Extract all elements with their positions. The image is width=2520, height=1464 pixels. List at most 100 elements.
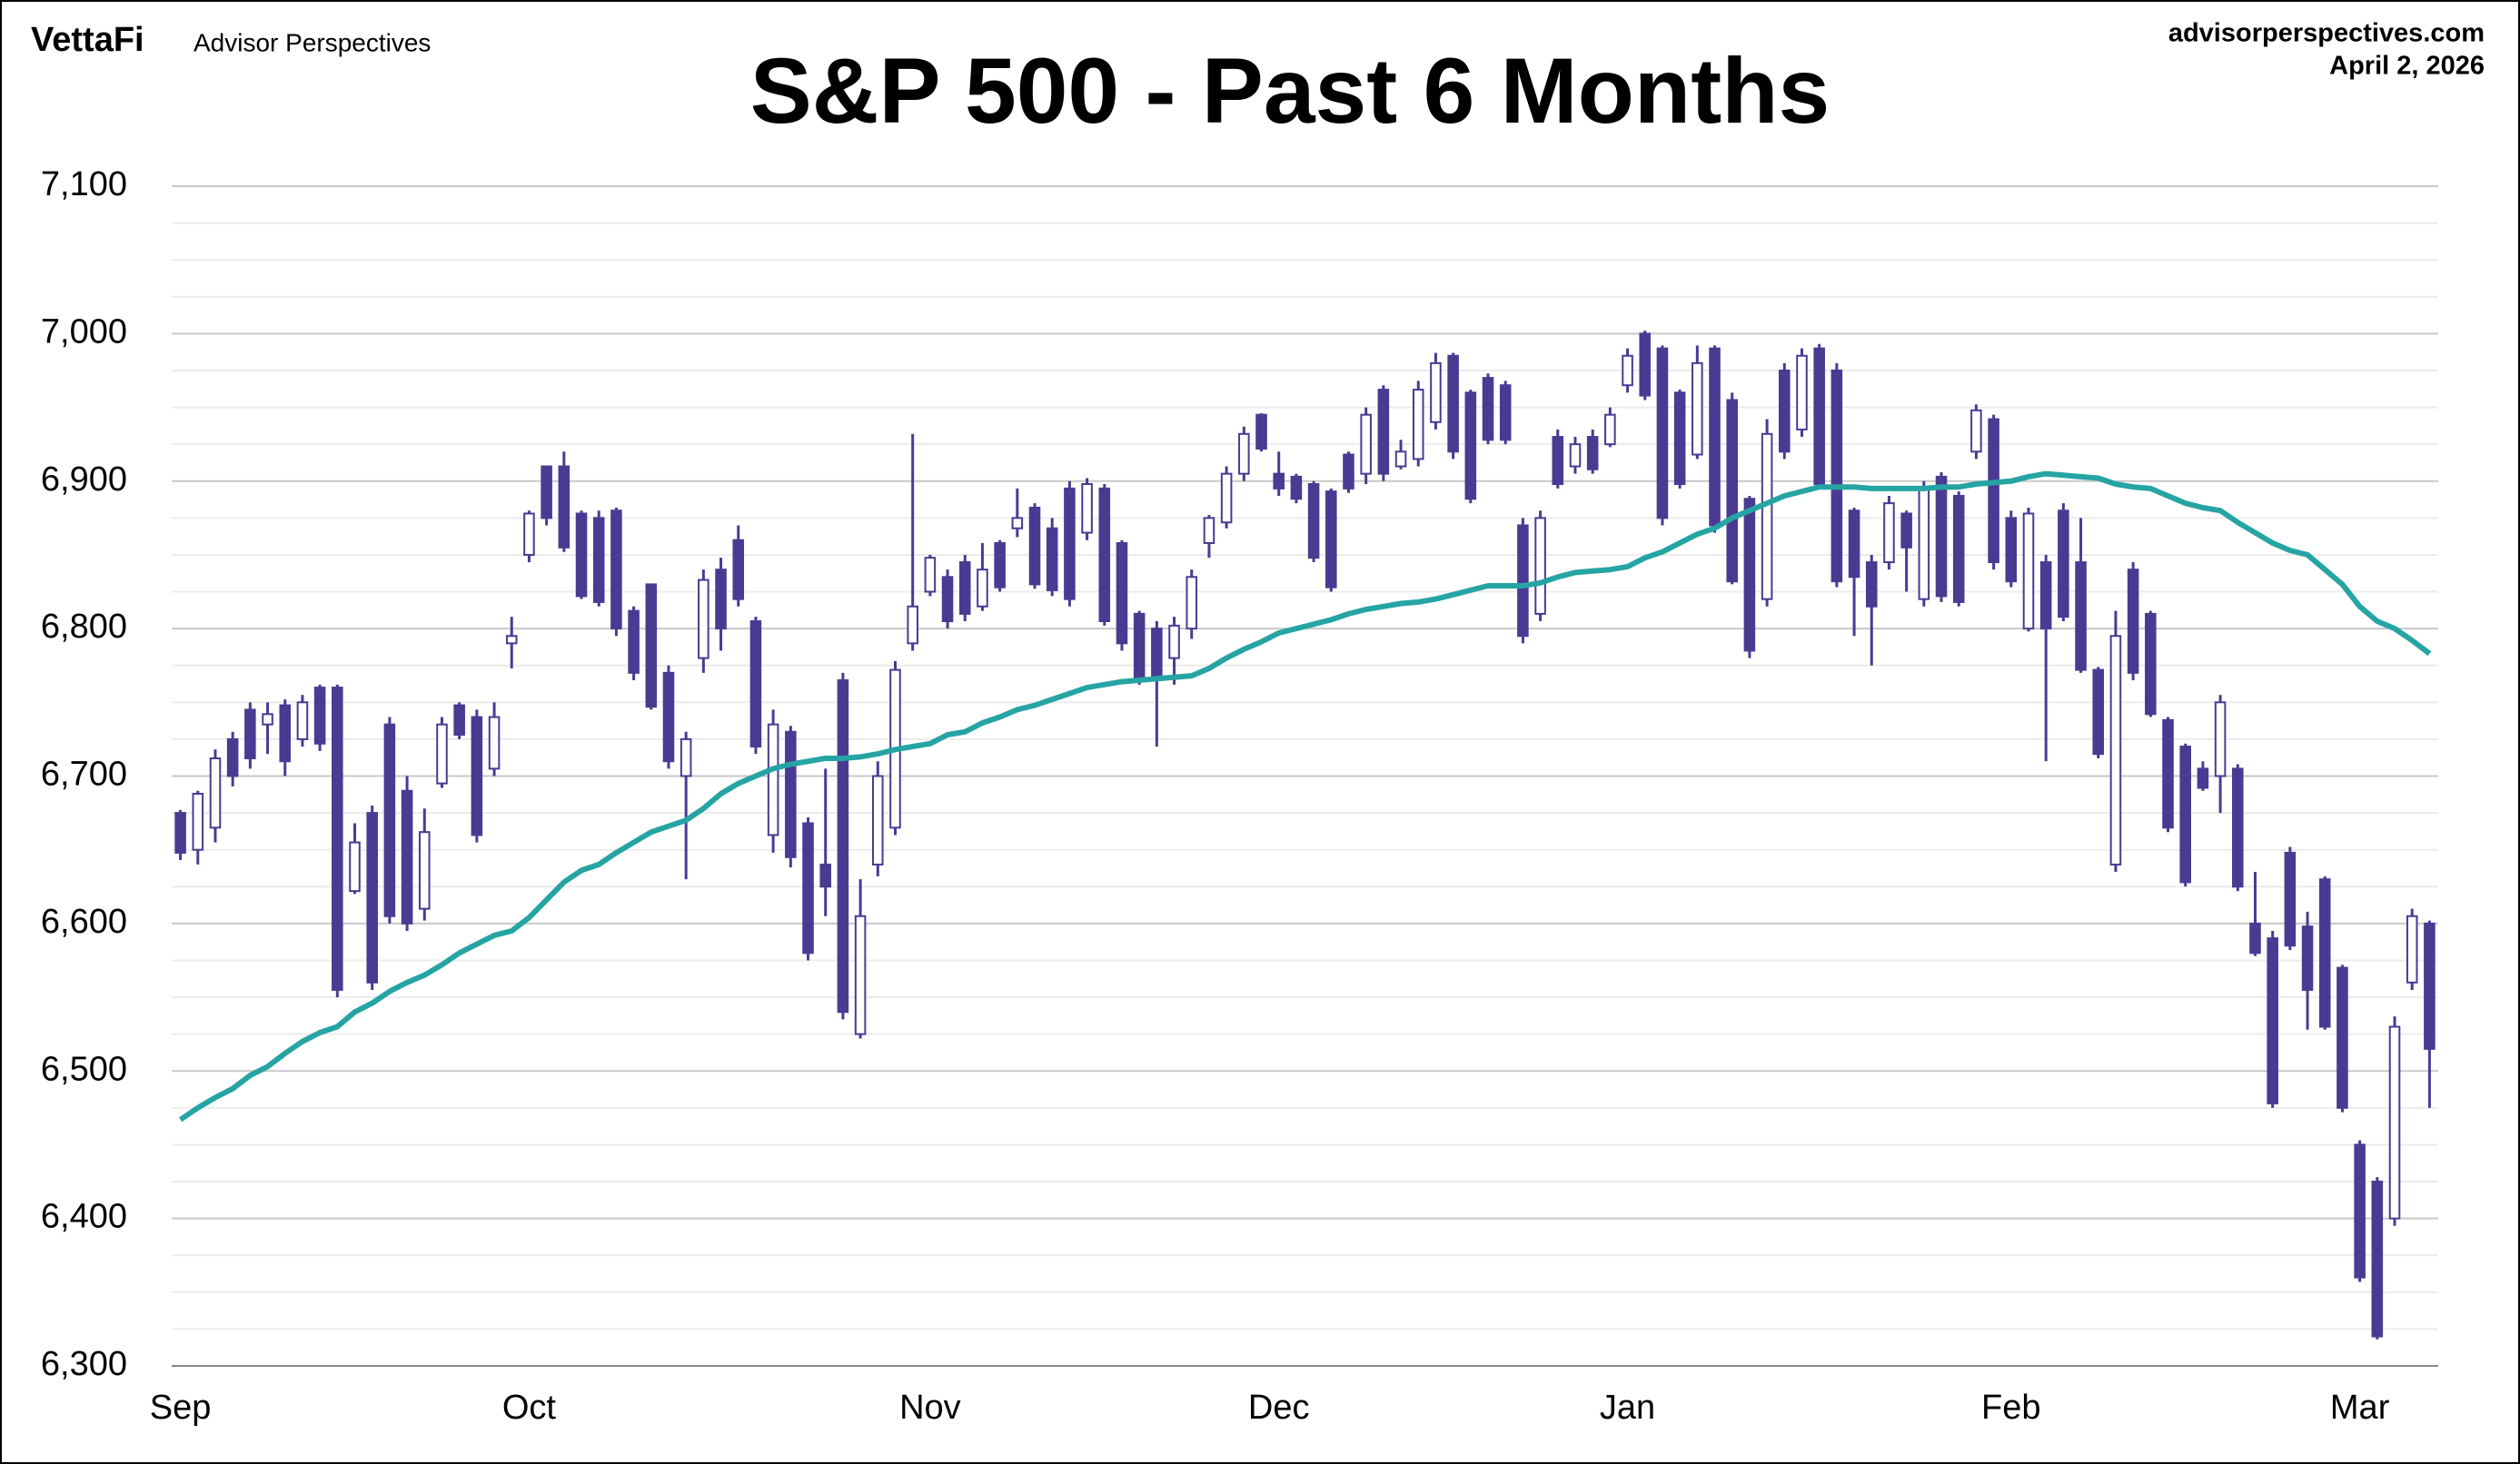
candle-body [2301, 925, 2314, 991]
candle-body [2145, 612, 2157, 716]
candle-body [1830, 369, 1843, 583]
candle-body [2197, 767, 2209, 789]
candle-body [296, 701, 309, 740]
candle-body [749, 620, 762, 748]
y-tick-label: 7,100 [41, 165, 127, 203]
candle-body [941, 576, 954, 623]
candle-body [1848, 509, 1860, 579]
candle-body [767, 723, 779, 836]
candle-body [1796, 354, 1808, 430]
candle-body [313, 687, 326, 745]
candle-body [1255, 413, 1267, 450]
candle-body [2371, 1181, 2384, 1338]
candle-body [1151, 628, 1163, 681]
candle-body [2388, 1025, 2401, 1220]
candle-body [505, 635, 518, 645]
x-tick-label: Oct [502, 1389, 557, 1427]
candle-body [1290, 475, 1303, 500]
candle-body [1709, 347, 1721, 527]
candle-body [1081, 482, 1093, 534]
chart-title: S&P 500 - Past 6 Months [750, 39, 1830, 143]
candle-body [1343, 453, 1354, 490]
candle-body [1517, 524, 1529, 638]
x-tick-label: Feb [1981, 1389, 2040, 1427]
candle-body [854, 915, 867, 1035]
candle-body [1238, 432, 1250, 475]
candle-body [1203, 517, 1215, 544]
candle-body [226, 737, 239, 777]
candle-body [2214, 701, 2227, 777]
date: April 2, 2026 [2329, 52, 2485, 81]
candle-body [192, 792, 204, 851]
candle-body [1360, 413, 1372, 475]
candle-body [279, 704, 292, 763]
candle-body [1168, 624, 1180, 659]
candle-body [366, 812, 378, 984]
y-tick-label: 6,700 [41, 756, 127, 794]
candle-body [2406, 915, 2418, 984]
candle-body [837, 678, 849, 1014]
candle-body [1569, 443, 1582, 468]
candle-body [419, 831, 431, 910]
moving-average-line [178, 470, 2432, 1123]
candle-body [1046, 527, 1058, 591]
candle-body [662, 671, 675, 763]
candle-body [1918, 487, 1930, 600]
brand: VettaFi [31, 21, 144, 59]
candle-body [2354, 1143, 2366, 1279]
source: advisorperspectives.com [2168, 19, 2485, 48]
candle-body [1673, 391, 1686, 485]
candle-body [1692, 361, 1703, 456]
candle-body [262, 713, 273, 726]
candle-body [2162, 718, 2174, 829]
y-tick-label: 6,300 [41, 1345, 127, 1383]
candle-body [1098, 487, 1111, 623]
candle-body [2092, 668, 2105, 756]
candle-body [2179, 746, 2191, 884]
candle-body [628, 609, 640, 674]
candle-body [1028, 506, 1041, 586]
candle-body [1935, 475, 1948, 598]
candle-body [1011, 517, 1024, 529]
candle-body [2109, 635, 2122, 866]
candle-body [645, 583, 658, 708]
candle-body [1273, 472, 1285, 490]
candle-body [1726, 399, 1738, 583]
candle-body [244, 708, 256, 760]
candle-body [2336, 966, 2348, 1109]
candle-body [1813, 347, 1825, 485]
candle-body [1464, 391, 1477, 500]
candle-body [2284, 851, 2297, 947]
candle-body [401, 789, 413, 925]
candle-body [1325, 490, 1337, 589]
candle-body [680, 737, 692, 777]
candle-body [2249, 922, 2261, 955]
candle-body [610, 509, 622, 630]
candle-body [453, 704, 465, 737]
candle-body [349, 841, 361, 893]
candle-body [1779, 369, 1791, 453]
candle-body [2127, 569, 2139, 674]
candle-body [2267, 937, 2278, 1104]
candle-body [1952, 494, 1965, 603]
candle-body [698, 579, 709, 659]
y-tick-label: 6,500 [41, 1050, 127, 1088]
candle-body [541, 465, 552, 519]
candle-body [1865, 561, 1878, 608]
candle-body [1656, 347, 1669, 519]
candle-body [1412, 389, 1424, 460]
candle-body [1482, 377, 1494, 441]
candle-body [1394, 450, 1407, 468]
x-tick-label: Jan [1600, 1389, 1655, 1427]
candle-body [1604, 413, 1616, 446]
candle-body [436, 723, 448, 785]
candle-body [1133, 612, 1146, 681]
candle-body [1622, 354, 1633, 387]
candle-body [209, 757, 222, 829]
x-tick-label: Nov [899, 1389, 961, 1427]
candle-body [1307, 482, 1320, 559]
candle-body [1639, 332, 1652, 397]
candle-body [1743, 498, 1756, 652]
